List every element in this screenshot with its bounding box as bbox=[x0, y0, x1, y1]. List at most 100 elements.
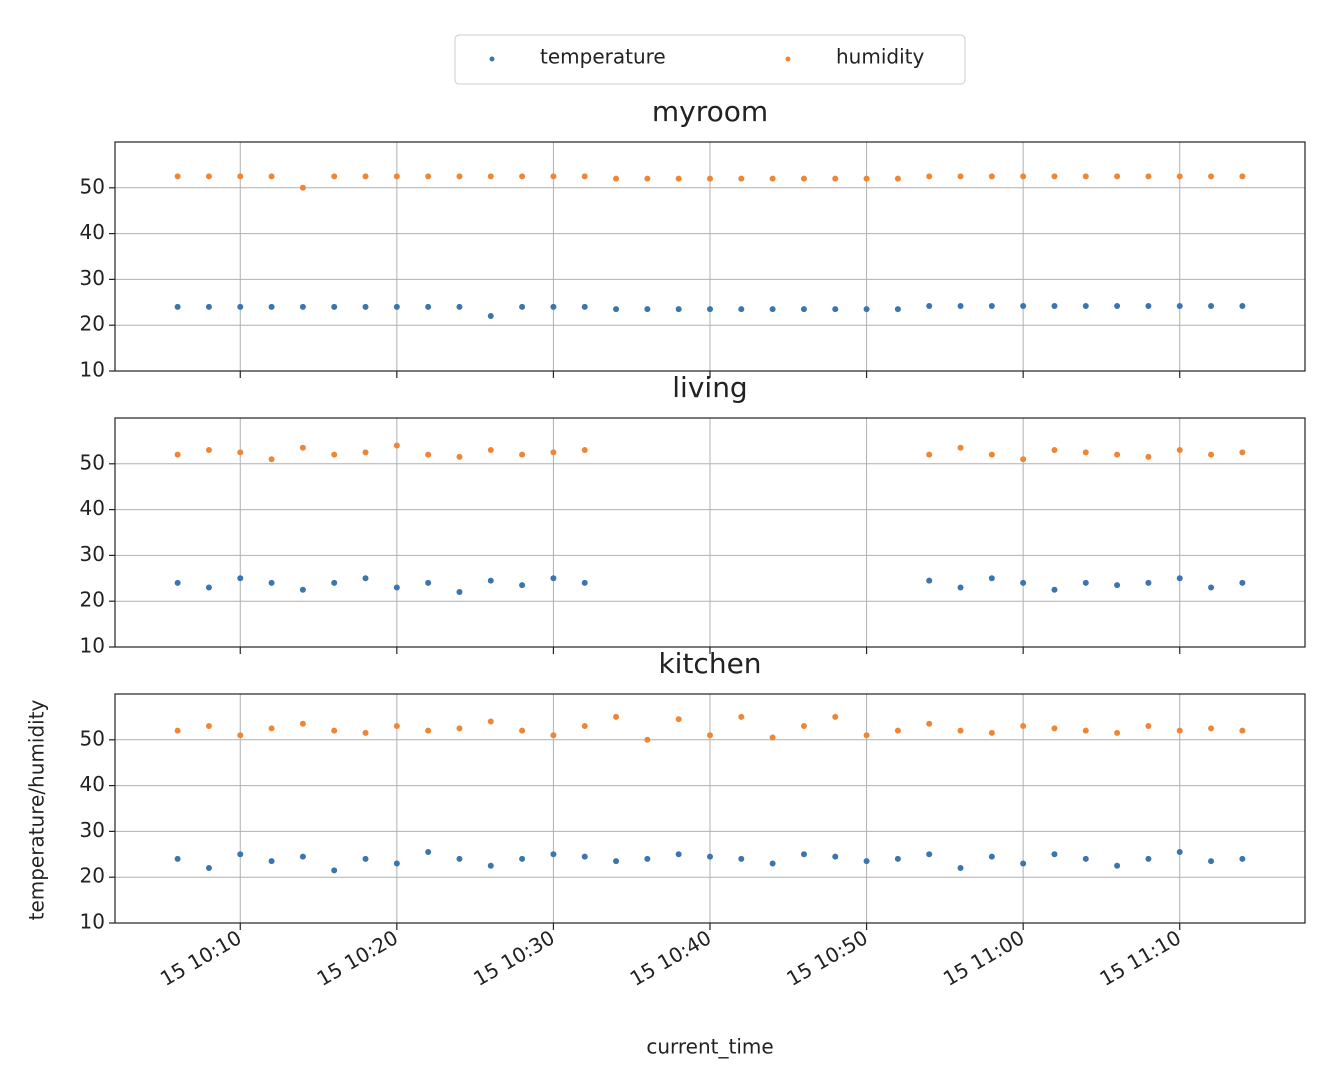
point bbox=[205, 447, 212, 454]
point bbox=[1176, 173, 1183, 180]
point bbox=[331, 451, 338, 458]
point bbox=[738, 306, 745, 313]
point bbox=[393, 442, 400, 449]
point bbox=[550, 851, 557, 858]
subplot-title: living bbox=[672, 371, 747, 404]
point bbox=[832, 306, 839, 313]
point bbox=[769, 175, 776, 182]
point bbox=[331, 173, 338, 180]
point bbox=[550, 575, 557, 582]
point bbox=[268, 456, 275, 463]
x-tick-label: 15 10:50 bbox=[782, 925, 871, 991]
point bbox=[1051, 447, 1058, 454]
point bbox=[393, 723, 400, 730]
point bbox=[237, 575, 244, 582]
point bbox=[519, 173, 526, 180]
point bbox=[1114, 451, 1121, 458]
point bbox=[362, 855, 369, 862]
point bbox=[1145, 723, 1152, 730]
point bbox=[707, 732, 713, 739]
point bbox=[519, 582, 526, 589]
point bbox=[1114, 582, 1121, 589]
point bbox=[237, 851, 244, 858]
point bbox=[393, 173, 400, 180]
point bbox=[174, 579, 181, 586]
point bbox=[926, 577, 933, 584]
axes-frame bbox=[114, 141, 1306, 372]
point bbox=[1020, 579, 1027, 586]
point bbox=[1176, 575, 1183, 582]
point bbox=[957, 302, 964, 309]
point bbox=[738, 855, 745, 862]
point bbox=[988, 575, 995, 582]
point bbox=[707, 175, 713, 182]
point bbox=[1082, 579, 1089, 586]
point bbox=[957, 444, 964, 451]
point bbox=[738, 713, 745, 720]
point bbox=[331, 727, 338, 734]
point bbox=[425, 173, 432, 180]
point bbox=[362, 729, 369, 736]
point bbox=[487, 718, 494, 725]
x-tick-label: 15 11:00 bbox=[939, 925, 1028, 991]
point bbox=[519, 727, 526, 734]
point bbox=[519, 451, 526, 458]
point bbox=[1176, 727, 1183, 734]
y-tick-label: 20 bbox=[80, 588, 105, 612]
point bbox=[957, 727, 964, 734]
point bbox=[1208, 302, 1215, 309]
point bbox=[769, 306, 776, 313]
point bbox=[1145, 855, 1152, 862]
point bbox=[174, 173, 181, 180]
point bbox=[613, 713, 620, 720]
point bbox=[1239, 173, 1246, 180]
y-axis-label: temperature/humidity bbox=[25, 699, 49, 920]
point bbox=[800, 306, 807, 313]
subplot-title: kitchen bbox=[658, 647, 761, 680]
point bbox=[299, 303, 306, 310]
point bbox=[926, 720, 933, 727]
point bbox=[487, 313, 494, 320]
y-tick-label: 50 bbox=[80, 726, 105, 750]
point bbox=[268, 173, 275, 180]
point bbox=[613, 306, 620, 313]
point bbox=[675, 306, 682, 313]
point bbox=[237, 303, 244, 310]
point bbox=[393, 584, 400, 591]
point bbox=[894, 175, 901, 182]
point bbox=[1114, 302, 1121, 309]
y-tick-label: 10 bbox=[80, 634, 105, 658]
point bbox=[832, 175, 839, 182]
y-tick-label: 10 bbox=[80, 358, 105, 382]
point bbox=[707, 306, 713, 313]
y-tick-label: 50 bbox=[80, 174, 105, 198]
point bbox=[769, 860, 776, 867]
point bbox=[1145, 173, 1152, 180]
point bbox=[894, 727, 901, 734]
x-axis-label: current_time bbox=[646, 1035, 773, 1059]
point bbox=[362, 575, 369, 582]
legend-box bbox=[454, 34, 966, 85]
point bbox=[675, 175, 682, 182]
point bbox=[425, 303, 432, 310]
point bbox=[362, 173, 369, 180]
point bbox=[268, 725, 275, 732]
point bbox=[988, 302, 995, 309]
point bbox=[237, 732, 244, 739]
point bbox=[1208, 584, 1215, 591]
point bbox=[1208, 451, 1215, 458]
point bbox=[487, 862, 494, 869]
axes-frame bbox=[114, 693, 1306, 924]
point bbox=[487, 447, 494, 454]
point bbox=[988, 729, 995, 736]
point bbox=[1239, 449, 1246, 456]
x-tick-label: 15 10:10 bbox=[156, 925, 245, 991]
point bbox=[299, 586, 306, 593]
y-tick-label: 30 bbox=[80, 542, 105, 566]
point bbox=[863, 858, 870, 865]
point bbox=[926, 851, 933, 858]
point bbox=[487, 577, 494, 584]
point bbox=[644, 855, 651, 862]
point bbox=[1208, 858, 1215, 865]
point bbox=[769, 734, 776, 741]
